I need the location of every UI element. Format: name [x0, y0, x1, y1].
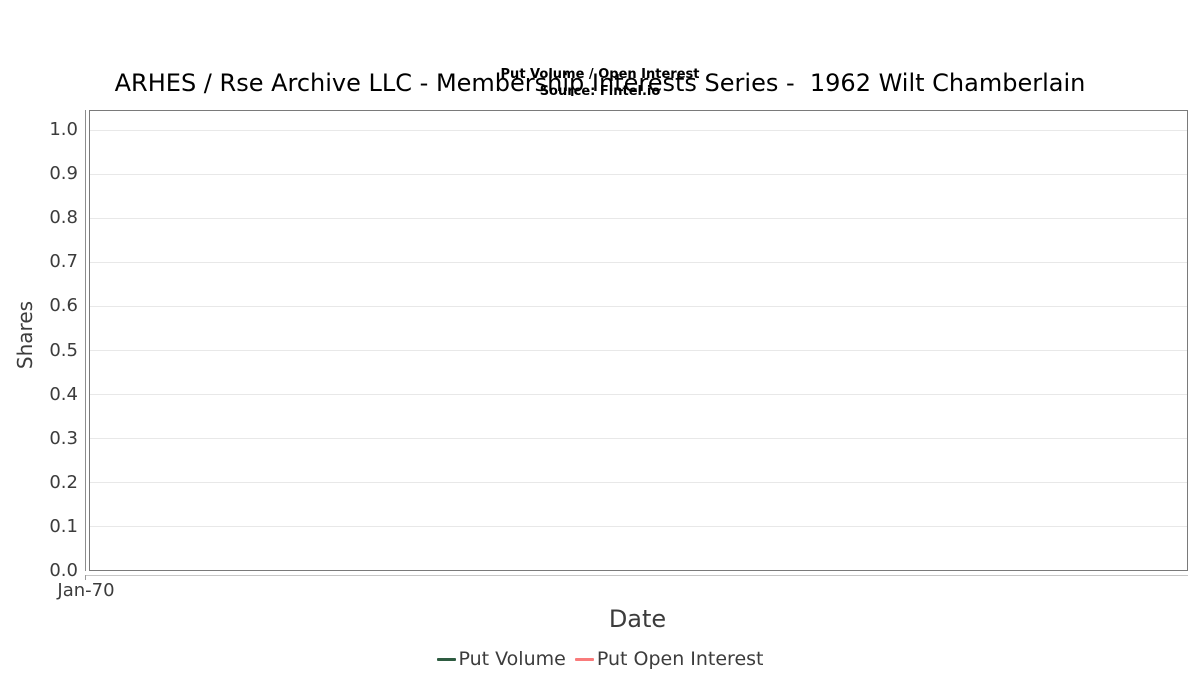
x-tick-label: Jan-70: [57, 580, 115, 601]
y-tick-label: 0.4: [49, 383, 78, 405]
y-tick-label: 0.6: [49, 295, 78, 317]
y-axis-title: Shares: [13, 300, 37, 370]
y-tick-label: 0.0: [49, 560, 78, 581]
x-axis-title: Date: [608, 605, 667, 633]
y-gridline: [90, 173, 1187, 175]
y-tick-label: 0.2: [49, 471, 78, 493]
y-tick-label: 0.7: [49, 251, 78, 273]
y-gridline: [90, 526, 1187, 528]
y-gridline: [90, 129, 1187, 131]
y-tick-label: 0.3: [49, 427, 78, 449]
legend-series-dash-icon: [574, 657, 594, 661]
legend-item-put-open-interest[interactable]: Put Open Interest: [574, 648, 764, 670]
legend-series-label: Put Volume: [458, 648, 566, 670]
y-tick-label: 0.1: [49, 515, 78, 537]
y-gridline: [90, 305, 1187, 307]
y-gridline: [90, 350, 1187, 351]
chart-source: Source: Fintel.io: [539, 84, 661, 99]
y-gridline: [90, 217, 1187, 219]
x-axis-tick-mark: [85, 575, 86, 580]
y-gridline: [90, 394, 1187, 396]
legend-series-dash-icon: [436, 657, 456, 661]
legend: Put Volume Put Open Interest: [0, 647, 1200, 671]
y-tick-label: 0.9: [49, 163, 78, 185]
legend-series-label: Put Open Interest: [596, 648, 764, 670]
y-tick-label: 0.8: [49, 207, 78, 229]
plot-area: [89, 110, 1188, 571]
chart-subtitle: Put Volume / Open Interest: [500, 67, 700, 82]
x-axis-line: [85, 575, 1188, 576]
chart-title-line1: ARHES / Rse Archive LLC - Membership Int…: [114, 69, 1086, 97]
y-tick-label: 1.0: [49, 119, 78, 140]
legend-item-put-volume[interactable]: Put Volume: [436, 648, 566, 670]
chart-title: ARHES / Rse Archive LLC - Membership Int…: [0, 3, 1200, 259]
y-gridline: [90, 438, 1187, 440]
y-axis-line: [85, 110, 86, 571]
y-gridline: [90, 482, 1187, 484]
y-tick-label: 0.5: [49, 339, 78, 361]
y-gridline: [90, 261, 1187, 263]
